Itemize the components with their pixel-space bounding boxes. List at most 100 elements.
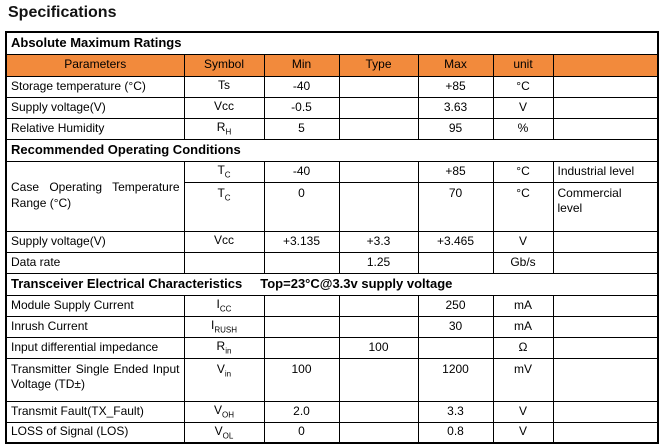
symbol-subscript: RUSH <box>214 325 237 335</box>
type-cell <box>338 117 419 140</box>
unit-cell: mA <box>492 315 554 338</box>
table-row: Input differential impedance Rin 100 Ω <box>5 336 659 359</box>
type-cell: 100 <box>338 336 419 359</box>
max-cell: 250 <box>417 294 494 317</box>
note-cell <box>552 117 659 140</box>
header-note <box>552 53 659 77</box>
note-cell <box>552 315 659 338</box>
min-cell: 0 <box>263 181 340 232</box>
param-cell: Storage temperature (°C) <box>5 75 185 98</box>
param-cell: Supply voltage(V) <box>5 230 185 253</box>
symbol-text: T <box>217 163 225 178</box>
max-cell: 3.3 <box>417 400 494 423</box>
max-cell: +85 <box>417 75 494 98</box>
unit-cell: mA <box>492 294 554 317</box>
section-header-absolute: Absolute Maximum Ratings <box>5 31 659 55</box>
table-row: Case Operating Temperature Range (°C) TC… <box>5 160 659 232</box>
symbol-text: V <box>213 403 222 418</box>
header-unit: unit <box>492 53 554 77</box>
min-cell: 5 <box>263 117 340 140</box>
max-cell: +85 <box>417 160 494 183</box>
header-type: Type <box>338 53 419 77</box>
section-header-recommended: Recommended Operating Conditions <box>5 138 659 162</box>
column-header-row: Parameters Symbol Min Type Max unit <box>5 53 659 77</box>
type-cell: +3.3 <box>338 230 419 253</box>
table-row: Relative Humidity RH 5 95 % <box>5 117 659 140</box>
header-symbol: Symbol <box>183 53 265 77</box>
section-title: Recommended Operating Conditions <box>5 138 659 162</box>
type-cell <box>338 181 419 232</box>
section-title-cell: Transceiver Electrical Characteristics To… <box>5 272 659 296</box>
symbol-text: I <box>216 297 220 312</box>
type-cell: 1.25 <box>338 251 419 274</box>
symbol-text: Vcc <box>213 99 234 114</box>
section-header-transceiver: Transceiver Electrical Characteristics To… <box>5 272 659 296</box>
max-cell <box>417 336 494 359</box>
type-cell <box>338 75 419 98</box>
unit-cell: % <box>492 117 554 140</box>
note-cell <box>552 357 659 402</box>
max-cell: 70 <box>417 181 494 232</box>
symbol-cell: ICC <box>183 294 265 317</box>
header-min: Min <box>263 53 340 77</box>
unit-cell: V <box>492 230 554 253</box>
table-row: Inrush Current IRUSH 30 mA <box>5 315 659 338</box>
param-cell: Case Operating Temperature Range (°C) <box>5 160 185 232</box>
symbol-cell: Vin <box>183 357 265 402</box>
table-row: Storage temperature (°C) Ts -40 +85 °C <box>5 75 659 98</box>
page-title: Specifications <box>8 4 117 21</box>
unit-cell: mV <box>492 357 554 402</box>
note-cell <box>552 336 659 359</box>
param-cell: Input differential impedance <box>5 336 185 359</box>
symbol-cell: RH <box>183 117 265 140</box>
max-cell: 3.63 <box>417 96 494 119</box>
note-cell <box>552 421 659 444</box>
symbol-text: V <box>214 424 223 439</box>
type-cell <box>338 357 419 402</box>
note-cell: Industrial level <box>552 160 659 183</box>
min-cell <box>263 336 340 359</box>
param-cell: Transmitter Single Ended Input Voltage (… <box>5 357 185 402</box>
param-cell: Data rate <box>5 251 185 274</box>
symbol-text: I <box>210 318 215 333</box>
symbol-text: Ts <box>218 78 230 93</box>
table-row: Supply voltage(V) Vcc +3.135 +3.3 +3.465… <box>5 230 659 253</box>
section-title: Transceiver Electrical Characteristics <box>11 275 243 291</box>
unit-cell: °C <box>492 160 554 183</box>
note-cell: Commercial level <box>552 181 659 232</box>
unit-cell: °C <box>492 75 554 98</box>
note-cell <box>552 294 659 317</box>
symbol-subscript: in <box>224 368 232 378</box>
param-cell: Module Supply Current <box>5 294 185 317</box>
symbol-subscript: CC <box>219 304 232 314</box>
max-cell: 95 <box>417 117 494 140</box>
symbol-cell: TC <box>183 181 265 232</box>
max-cell: 1200 <box>417 357 494 402</box>
symbol-subscript: C <box>224 192 231 202</box>
param-cell: Supply voltage(V) <box>5 96 185 119</box>
min-cell <box>263 315 340 338</box>
symbol-text: T <box>217 185 225 200</box>
symbol-cell: TC <box>183 160 265 183</box>
symbol-cell: Rin <box>183 336 265 359</box>
max-cell: 0.8 <box>417 421 494 444</box>
min-cell: -40 <box>263 75 340 98</box>
max-cell: 30 <box>417 315 494 338</box>
param-cell: Transmit Fault(TX_Fault) <box>5 400 185 423</box>
symbol-cell: Ts <box>183 75 265 98</box>
header-max: Max <box>417 53 494 77</box>
param-cell: Inrush Current <box>5 315 185 338</box>
table-row: Transmitter Single Ended Input Voltage (… <box>5 357 659 402</box>
min-cell <box>263 251 340 274</box>
type-cell <box>338 421 419 444</box>
min-cell: 0 <box>263 421 340 444</box>
symbol-text: Vcc <box>213 233 234 248</box>
table-row: Transmit Fault(TX_Fault) VOH 2.0 3.3 V <box>5 400 659 423</box>
symbol-subscript: OH <box>222 410 234 420</box>
table-row: Supply voltage(V) Vcc -0.5 3.63 V <box>5 96 659 119</box>
unit-cell: V <box>492 421 554 444</box>
min-cell: -40 <box>263 160 340 183</box>
unit-cell: V <box>492 400 554 423</box>
type-cell <box>338 96 419 119</box>
symbol-subscript: C <box>224 170 231 180</box>
